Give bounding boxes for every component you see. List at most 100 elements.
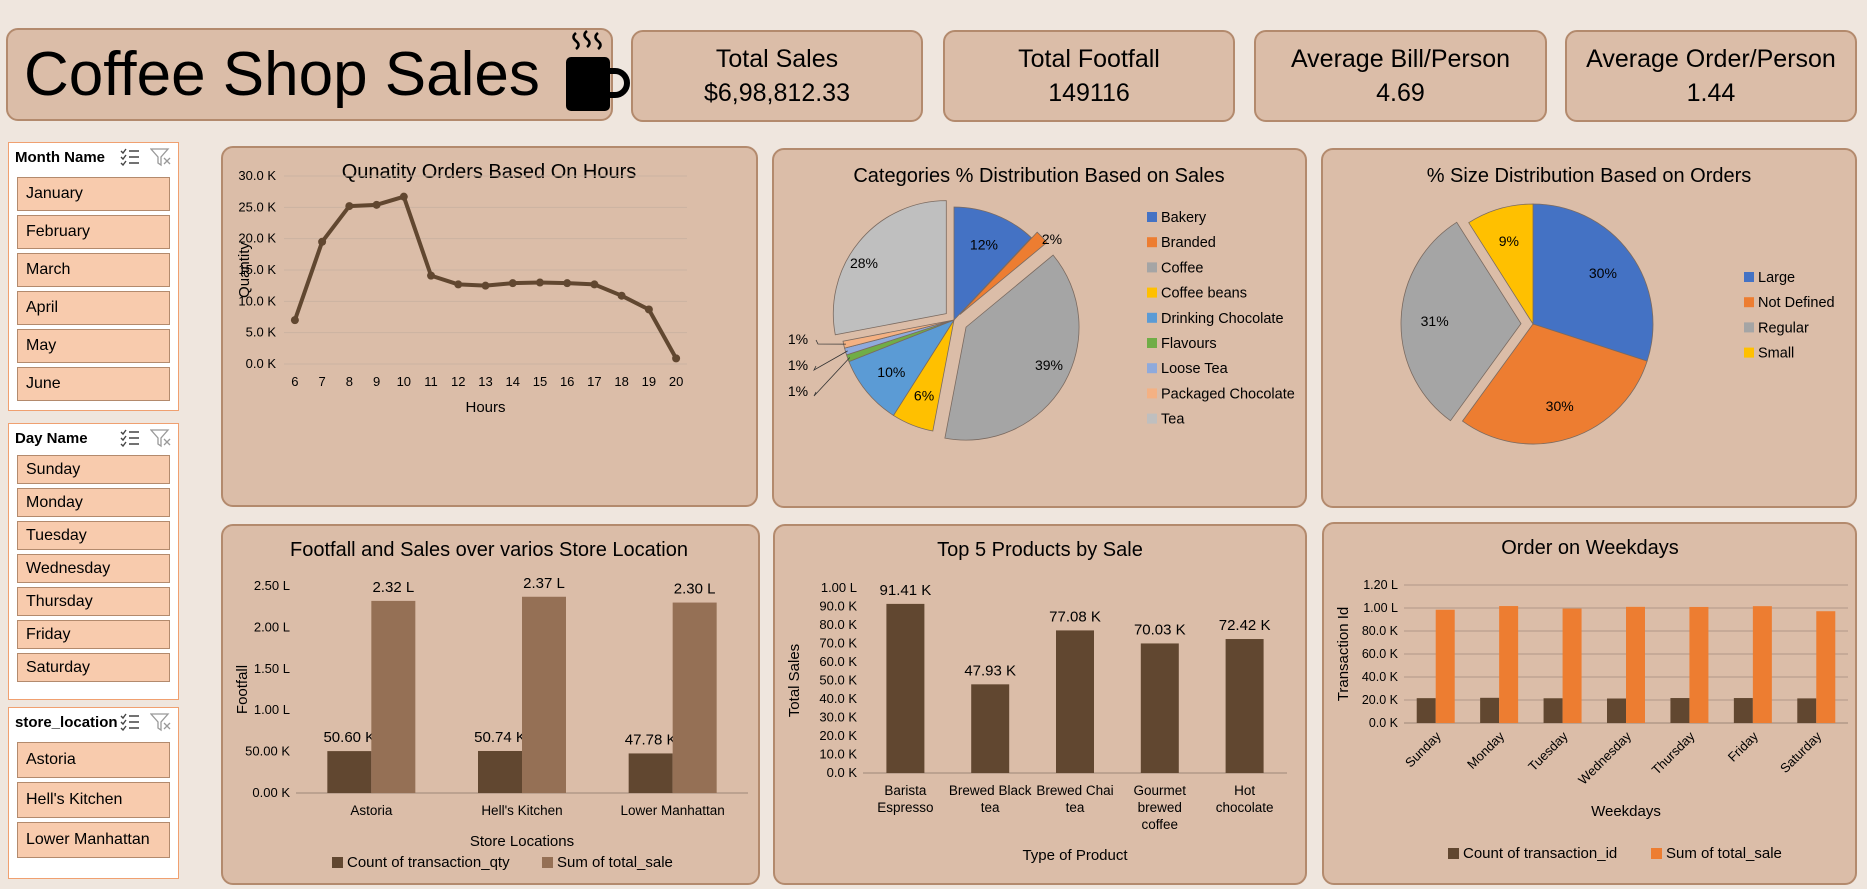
y-axis-label: Quantity	[236, 242, 253, 298]
legend-swatch	[332, 857, 343, 868]
x-tick-label: 18	[614, 374, 628, 389]
x-tick-label: 11	[424, 374, 438, 389]
slicer-item-may[interactable]: May	[17, 329, 170, 363]
y-tick-label: 1.00 L	[254, 702, 290, 717]
pie-slice	[1532, 203, 1654, 362]
x-tick-label: Thursday	[1649, 728, 1698, 777]
slicer-item-hells-kitchen[interactable]: Hell's Kitchen	[17, 782, 170, 818]
legend-swatch	[1744, 272, 1754, 282]
clear-filter-icon[interactable]	[150, 712, 172, 732]
pie-slice	[1400, 221, 1522, 422]
slicer-item-thursday[interactable]: Thursday	[17, 587, 170, 616]
data-point	[672, 354, 681, 363]
bar	[1626, 606, 1645, 723]
slicer-item-friday[interactable]: Friday	[17, 620, 170, 649]
legend-swatch	[1147, 388, 1157, 399]
legend-swatch	[1651, 848, 1662, 859]
x-tick-label: 14	[505, 374, 519, 389]
kpi-value: 149116	[1048, 79, 1130, 107]
coffee-cup-icon	[560, 29, 630, 120]
size-pie-chart: % Size Distribution Based on Orders 30% 30…	[1400, 165, 1835, 445]
y-tick-label: 1.00 L	[1363, 601, 1398, 615]
chart-title: Footfall and Sales over varios Store Loc…	[290, 539, 688, 561]
pie-data-label: 1%	[788, 331, 808, 347]
slicer-item-monday[interactable]: Monday	[17, 488, 170, 517]
bar	[327, 751, 372, 793]
y-tick-label: 60.0 K	[819, 654, 857, 669]
x-tick-label: 13	[478, 374, 492, 389]
y-tick-label: 70.0 K	[819, 636, 857, 651]
slicer-item-astoria[interactable]: Astoria	[17, 742, 170, 778]
bar	[1499, 606, 1519, 723]
pie-data-label: 1%	[788, 357, 808, 373]
x-tick-label: Wednesday	[1575, 728, 1634, 787]
clear-filter-icon[interactable]	[150, 428, 172, 448]
slicer-day: Day Name Sunday Monday Tuesday Wednesday…	[8, 423, 179, 700]
legend-label: Count of transaction_qty	[347, 854, 510, 871]
y-tick-label: 25.0 K	[238, 199, 276, 214]
data-point	[318, 237, 327, 246]
slicer-item-sunday[interactable]: Sunday	[17, 455, 170, 484]
x-tick-label: 8	[346, 374, 353, 389]
slicer-title: store_location	[15, 713, 118, 731]
legend-swatch	[1147, 413, 1157, 424]
y-tick-label: 60.0 K	[1362, 647, 1399, 661]
x-tick-label: 6	[291, 374, 298, 389]
y-tick-label: 30.0 K	[819, 710, 857, 725]
pie-data-label: 39%	[1035, 357, 1063, 373]
legend-swatch	[1147, 287, 1157, 298]
bar-data-label: 91.41 K	[880, 582, 932, 599]
bar-data-label: 50.60 K	[323, 729, 375, 746]
y-tick-label: 50.00 K	[245, 744, 290, 759]
chart-title: Qunatity Orders Based On Hours	[342, 161, 637, 183]
bar	[1797, 698, 1817, 723]
legend-label: Regular	[1758, 320, 1809, 336]
legend-swatch	[1147, 237, 1157, 248]
y-tick-label: 0.00 K	[252, 785, 290, 800]
x-tick-label: Lower Manhattan	[621, 803, 725, 818]
pie-data-label: 10%	[877, 364, 905, 380]
y-tick-label: 0.0 K	[827, 765, 858, 780]
multi-select-icon[interactable]	[120, 429, 140, 447]
kpi-label: Total Footfall	[1018, 45, 1160, 73]
pie-slice	[832, 200, 947, 336]
pie-data-label: 2%	[1042, 231, 1062, 247]
x-tick-label: Sunday	[1402, 728, 1444, 770]
slicer-item-wednesday[interactable]: Wednesday	[17, 554, 170, 583]
legend-label: Drinking Chocolate	[1161, 311, 1284, 327]
x-tick-label: 9	[373, 374, 380, 389]
multi-select-icon[interactable]	[120, 713, 140, 731]
y-tick-label: 20.0 K	[1362, 693, 1399, 707]
x-tick-label: 20	[669, 374, 683, 389]
pie-data-label: 31%	[1421, 313, 1449, 329]
x-tick-label: 10	[397, 374, 411, 389]
slicer-title: Day Name	[15, 429, 88, 447]
bar	[1480, 697, 1500, 723]
slicer-item-april[interactable]: April	[17, 291, 170, 325]
y-tick-label: 80.0 K	[819, 617, 857, 632]
y-tick-label: 2.50 L	[254, 578, 290, 593]
slicer-item-march[interactable]: March	[17, 253, 170, 287]
legend-label: Count of transaction_id	[1463, 845, 1617, 862]
kpi-total-footfall: Total Footfall 149116	[943, 30, 1235, 122]
categories-pie-chart: Categories % Distribution Based on Sales…	[788, 165, 1295, 441]
y-tick-label: 50.0 K	[819, 673, 857, 688]
slicer-item-lower-manhattan[interactable]: Lower Manhattan	[17, 822, 170, 858]
kpi-value: $6,98,812.33	[704, 79, 850, 107]
slicer-item-january[interactable]: January	[17, 177, 170, 211]
multi-select-icon[interactable]	[120, 148, 140, 166]
pie-slice	[1468, 203, 1534, 326]
clear-filter-icon[interactable]	[150, 147, 172, 167]
slicer-item-tuesday[interactable]: Tuesday	[17, 521, 170, 550]
slicer-item-june[interactable]: June	[17, 367, 170, 401]
bar	[1225, 639, 1264, 773]
chart-card-categories: Categories % Distribution Based on Sales…	[772, 148, 1307, 508]
slicer-item-february[interactable]: February	[17, 215, 170, 249]
y-tick-label: 30.0 K	[238, 168, 276, 183]
data-point	[617, 291, 626, 300]
kpi-label: Total Sales	[715, 45, 839, 73]
bar	[1670, 698, 1690, 723]
kpi-value: 4.69	[1376, 79, 1425, 107]
legend-label: Loose Tea	[1161, 361, 1229, 377]
slicer-item-saturday[interactable]: Saturday	[17, 653, 170, 682]
